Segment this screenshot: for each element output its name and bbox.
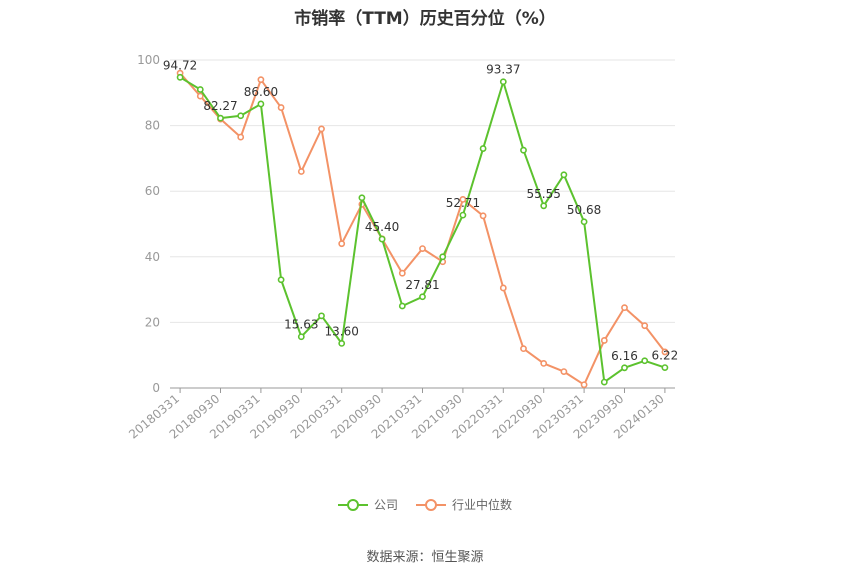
y-tick-label: 80 [145, 119, 160, 133]
data-point-0 [217, 114, 224, 122]
data-point-0 [297, 333, 305, 341]
data-point-1 [338, 240, 346, 248]
data-point-0 [378, 235, 386, 243]
data-point-1 [196, 92, 204, 100]
data-label: 50.68 [567, 203, 601, 217]
data-point-0 [560, 171, 568, 179]
data-point-1 [419, 245, 426, 252]
y-tick-label: 20 [145, 315, 160, 329]
data-point-0 [237, 112, 245, 120]
data-point-1 [499, 284, 507, 292]
data-point-0 [419, 293, 426, 301]
data-point-1 [560, 368, 568, 375]
data-point-1 [237, 133, 245, 141]
data-point-0 [398, 302, 406, 310]
data-label: 52.71 [446, 196, 480, 210]
legend-label-company: 公司 [373, 498, 398, 512]
y-tick-label: 60 [145, 184, 160, 198]
data-label: 15.63 [284, 318, 318, 332]
data-point-1 [520, 345, 527, 353]
series-line-0 [179, 76, 666, 384]
legend-swatch-industry-median [416, 498, 446, 511]
data-point-0 [600, 378, 608, 386]
y-tick-label: 40 [145, 250, 160, 264]
data-point-0 [277, 276, 285, 284]
legend-label-industry-median: 行业中位数 [452, 498, 513, 512]
data-point-0 [459, 211, 467, 219]
data-point-0 [499, 78, 507, 86]
data-point-1 [398, 269, 406, 277]
data-point-0 [338, 339, 346, 347]
data-point-0 [661, 364, 669, 371]
data-label: 27.81 [405, 278, 439, 292]
data-point-0 [580, 218, 588, 226]
data-point-0 [540, 202, 548, 210]
y-tick-label: 0 [152, 381, 160, 395]
data-point-0 [196, 86, 204, 93]
data-label: 93.37 [486, 63, 520, 77]
data-point-0 [479, 145, 487, 152]
data-point-0 [176, 73, 184, 81]
data-point-1 [641, 322, 649, 330]
data-label: 6.16 [611, 349, 638, 363]
data-point-0 [520, 146, 527, 154]
data-label: 86.60 [244, 85, 278, 99]
data-label: 13.60 [325, 324, 359, 338]
data-point-0 [621, 364, 628, 372]
data-point-1 [600, 337, 608, 344]
data-point-1 [459, 195, 467, 203]
legend-item-company[interactable]: 公司 [337, 496, 398, 513]
data-point-1 [621, 304, 628, 312]
data-point-1 [661, 348, 669, 356]
legend-swatch-company [337, 498, 368, 511]
legend: 公司 行业中位数 [0, 496, 850, 513]
data-label: 94.72 [163, 58, 197, 72]
data-source-note: 数据来源：恒生聚源 [366, 550, 484, 565]
data-point-1 [580, 381, 588, 389]
data-point-0 [318, 312, 325, 320]
data-label: 45.40 [365, 220, 399, 234]
data-point-1 [540, 359, 548, 367]
legend-item-industry-median[interactable]: 行业中位数 [416, 496, 512, 513]
data-point-1 [318, 125, 325, 133]
series-line-1 [179, 72, 666, 386]
data-point-0 [257, 100, 265, 108]
data-label: 55.55 [527, 187, 561, 201]
data-point-1 [257, 76, 265, 84]
data-point-1 [277, 104, 285, 111]
data-point-1 [479, 212, 487, 220]
data-point-0 [641, 357, 649, 365]
data-point-0 [358, 194, 366, 202]
chart-title: 市销率（TTM）历史百分位（%） [294, 9, 556, 29]
data-point-1 [297, 168, 305, 175]
data-label: 82.27 [203, 99, 237, 113]
y-tick-label: 100 [137, 53, 160, 67]
data-point-0 [439, 253, 447, 261]
data-label: 6.22 [652, 349, 679, 363]
